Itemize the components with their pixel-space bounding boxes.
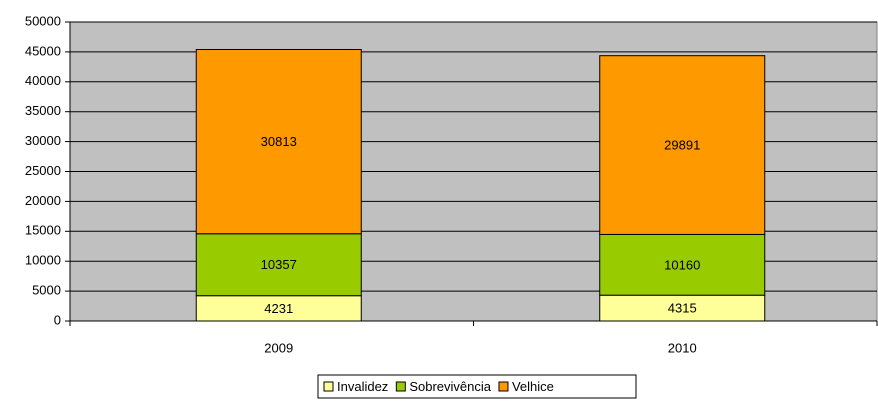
bar-segment	[599, 55, 766, 235]
bar-segment	[195, 49, 362, 235]
y-tick-label: 40000	[25, 73, 61, 88]
data-label: 10357	[261, 257, 297, 272]
legend-swatch	[323, 381, 334, 392]
y-tick-label: 35000	[25, 103, 61, 118]
legend-label: Sobrevivência	[409, 379, 491, 394]
legend-box	[317, 374, 637, 399]
bar-segment	[599, 233, 766, 296]
bar-segment	[599, 294, 766, 322]
x-tick-label: 2010	[668, 340, 697, 355]
data-label: 29891	[664, 138, 700, 153]
y-tick-label: 20000	[25, 193, 61, 208]
y-tick-label: 10000	[25, 253, 61, 268]
y-tick-label: 25000	[25, 163, 61, 178]
data-label: 30813	[261, 134, 297, 149]
bar-segment	[195, 295, 362, 322]
y-tick-label: 15000	[25, 223, 61, 238]
legend-swatch	[498, 381, 509, 392]
legend-label: Invalidez	[337, 379, 388, 394]
data-label: 4231	[264, 301, 293, 316]
y-tick-label: 50000	[25, 13, 61, 28]
data-label: 10160	[664, 257, 700, 272]
y-tick-label: 5000	[32, 283, 61, 298]
y-tick-label: 0	[54, 312, 61, 327]
legend-swatch	[395, 381, 406, 392]
y-tick-label: 45000	[25, 43, 61, 58]
bar-segment	[195, 233, 362, 297]
data-label: 4315	[668, 301, 697, 316]
x-tick-label: 2009	[264, 340, 293, 355]
y-tick-label: 30000	[25, 133, 61, 148]
legend-label: Velhice	[512, 379, 554, 394]
